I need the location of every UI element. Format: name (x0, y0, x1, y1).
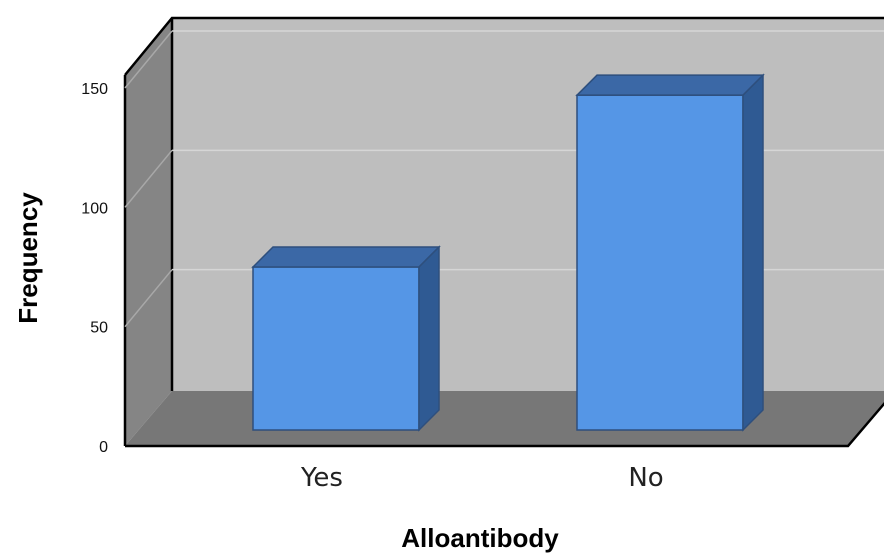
bar (575, 73, 765, 432)
chart-walls (123, 16, 884, 448)
x-tick-label: No (628, 463, 663, 493)
gridline-side (124, 269, 173, 328)
left-wall (125, 18, 172, 446)
y-tick-label: 100 (81, 200, 108, 217)
bar-side (742, 73, 764, 432)
gridline-side (124, 149, 173, 208)
y-tick-label: 50 (90, 320, 108, 337)
y-tick-label: 0 (99, 439, 108, 456)
y-tick-label: 150 (81, 81, 108, 98)
bar-top (251, 246, 441, 268)
gridline-side (124, 30, 173, 89)
bar-side (418, 245, 440, 432)
y-axis-ticks: 0 50 100 150 (81, 81, 108, 456)
bar-front (576, 94, 744, 431)
bars (251, 73, 765, 432)
x-tick-label: Yes (300, 463, 343, 493)
bar-top (575, 74, 765, 96)
y-axis-title: Frequency (13, 192, 43, 324)
bar (251, 245, 441, 432)
x-axis-title: Alloantibody (401, 523, 559, 553)
x-axis-ticks: Yes No (300, 463, 664, 493)
x-axis-line (125, 401, 884, 448)
bar-front (252, 266, 420, 431)
floor (125, 391, 884, 446)
